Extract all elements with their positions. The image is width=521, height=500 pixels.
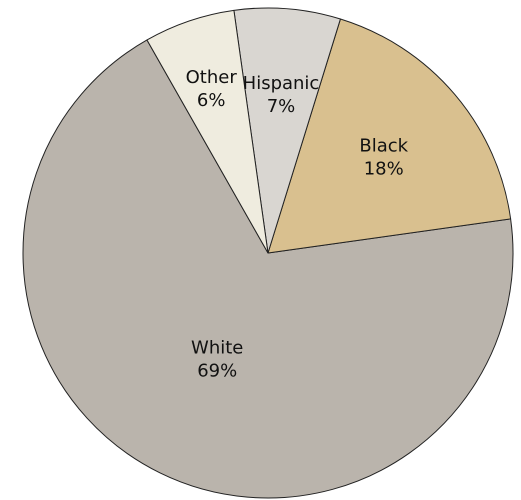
slice-name-hispanic: Hispanic [243,73,320,94]
slice-label-hispanic: Hispanic 7% [243,73,320,117]
slice-white [22,39,514,499]
slice-label-white: White 69% [191,337,243,381]
slice-value-black: 18% [364,159,404,180]
slice-value-white: 69% [197,360,237,381]
slice-black [267,18,512,254]
slice-hispanic [233,7,341,254]
pie-labels: White 69%Black 18%Hispanic 7%Other 6% [186,67,409,381]
slice-name-black: Black [359,136,408,157]
slice-name-other: Other [186,67,238,88]
slice-value-other: 6% [197,90,226,111]
slice-label-other: Other 6% [186,67,238,111]
pie-slices [22,7,514,499]
slice-name-white: White [191,337,243,358]
slice-other [146,9,269,254]
slice-value-hispanic: 7% [267,96,296,117]
slice-label-black: Black 18% [359,136,408,180]
